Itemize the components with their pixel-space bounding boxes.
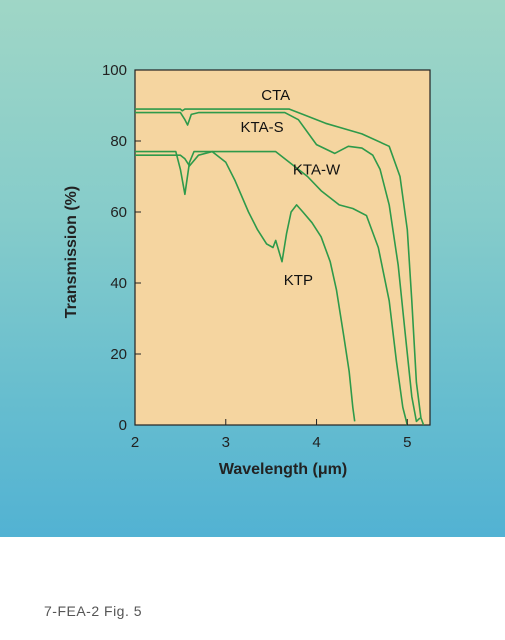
x-axis-title: Wavelength (μm) bbox=[219, 461, 347, 478]
series-labels: CTA KTA-S KTA-W KTP bbox=[241, 87, 341, 289]
y-tick-label: 60 bbox=[110, 204, 127, 221]
series-line-kta-s bbox=[135, 111, 421, 423]
y-axis-title: Transmission (%) bbox=[63, 186, 80, 318]
series-line-cta bbox=[135, 108, 425, 426]
y-tick-label: 0 bbox=[119, 417, 127, 434]
y-tick-label: 20 bbox=[110, 346, 127, 363]
x-axis-ticks: 2 3 4 5 bbox=[131, 419, 411, 451]
transmission-chart: 0 20 40 60 80 100 2 3 4 5 CTA KTA-S KTA-W KTP Wavel… bbox=[63, 62, 431, 478]
series-line-ktp bbox=[135, 150, 356, 422]
y-axis-ticks: 0 20 40 60 80 100 bbox=[102, 62, 141, 434]
figure-caption: 7-FEA-2 Fig. 5 bbox=[44, 603, 143, 619]
x-tick-label: 2 bbox=[131, 434, 139, 451]
y-tick-label: 40 bbox=[110, 275, 127, 292]
x-tick-label: 3 bbox=[222, 434, 230, 451]
series-label-kta-w: KTA-W bbox=[293, 162, 341, 179]
curves-group bbox=[135, 108, 425, 426]
series-label-cta: CTA bbox=[261, 87, 290, 104]
x-tick-label: 4 bbox=[312, 434, 320, 451]
y-tick-label: 80 bbox=[110, 133, 127, 150]
plot-area bbox=[134, 69, 431, 426]
y-tick-label: 100 bbox=[102, 62, 127, 79]
figure-panel: 0 20 40 60 80 100 2 3 4 5 CTA KTA-S KTA-W KTP Wavel… bbox=[0, 0, 505, 537]
series-label-ktp: KTP bbox=[284, 272, 313, 289]
x-tick-label: 5 bbox=[403, 434, 411, 451]
series-line-kta-w bbox=[135, 150, 409, 426]
series-label-kta-s: KTA-S bbox=[241, 119, 284, 136]
